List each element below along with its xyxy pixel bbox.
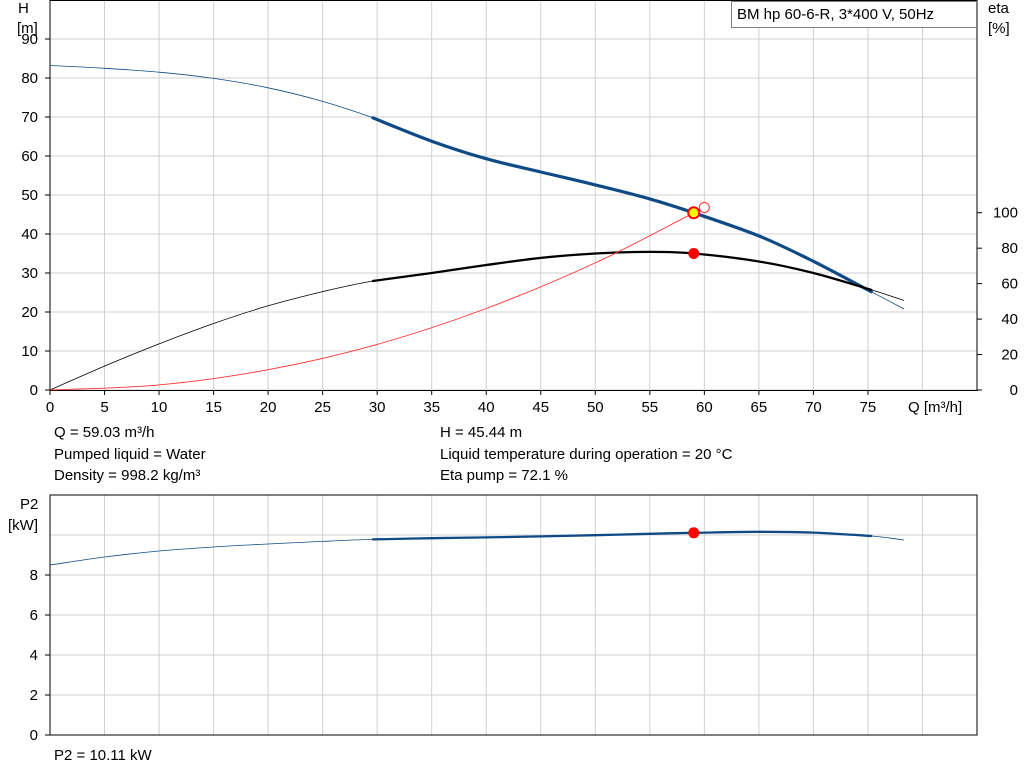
x-tick-label: 60 [696, 399, 713, 416]
qh-grid [49, 0, 978, 391]
model-label: BM hp 60-6-R, 3*400 V, 50Hz [737, 6, 935, 23]
head-curve [49, 65, 905, 310]
x-tick-label: 65 [751, 399, 768, 416]
y2-tick-label: 100 [993, 205, 1018, 222]
x-tick-label: 70 [805, 399, 822, 416]
y2-axis-label-eta-line1: eta [988, 0, 1010, 17]
x-tick-label: 25 [314, 399, 331, 416]
y-tick-label: 90 [21, 31, 38, 48]
x-tick-label: 10 [151, 399, 168, 416]
duty-point-power [688, 527, 700, 539]
x-axis-label: Q [m³/h] [908, 399, 962, 416]
eta-curve-operating-range [371, 250, 873, 291]
y2-tick-label: 0 [1010, 382, 1018, 399]
system-curve [49, 212, 695, 391]
y-tick-label: 6 [30, 607, 38, 624]
info-liquid: Pumped liquid = Water [54, 446, 206, 463]
y-axis-label-h-line2: [m] [17, 20, 38, 37]
duty-point-markers [687, 201, 710, 539]
y-tick-label: 4 [30, 647, 38, 664]
model-label-box: BM hp 60-6-R, 3*400 V, 50Hz [731, 1, 977, 28]
info-head: H = 45.44 m [440, 424, 523, 441]
info-p2: P2 = 10.11 kW [54, 747, 152, 764]
y2-axis-label-eta-line2: [%] [988, 20, 1010, 37]
qh-curves [49, 65, 905, 391]
x-tick-label: 55 [641, 399, 658, 416]
y-tick-label: 60 [21, 148, 38, 165]
y-axis-label-h-line1: H [18, 0, 29, 17]
y-tick-label: 10 [21, 343, 38, 360]
x-tick-label: 35 [423, 399, 440, 416]
x-tick-label: 50 [587, 399, 604, 416]
p2-grid [49, 494, 978, 736]
p2-axis-label-line1: P2 [20, 496, 38, 513]
x-tick-label: 30 [369, 399, 386, 416]
x-tick-label: 20 [260, 399, 277, 416]
y-tick-label: 8 [30, 567, 38, 584]
p2-curves [49, 530, 904, 566]
x-tick-label: 40 [478, 399, 495, 416]
x-tick-label: 45 [532, 399, 549, 416]
open-point [698, 201, 710, 213]
info-eta: Eta pump = 72.1 % [440, 467, 568, 484]
x-tick-label: 0 [46, 399, 54, 416]
p2-axis-label-line2: [kW] [8, 517, 38, 534]
info-density: Density = 998.2 kg/m³ [54, 467, 201, 484]
x-tick-label: 5 [100, 399, 108, 416]
y2-tick-label: 60 [1001, 276, 1018, 293]
y2-tick-label: 20 [1001, 347, 1018, 364]
y-tick-label: 50 [21, 187, 38, 204]
y-tick-label: 2 [30, 687, 38, 704]
head-curve-operating-range [371, 116, 873, 294]
y-tick-label: 40 [21, 226, 38, 243]
y2-tick-label: 40 [1001, 311, 1018, 328]
info-flow: Q = 59.03 m³/h [54, 424, 155, 441]
y-tick-label: 0 [30, 382, 38, 399]
qh-tick-labels: 0 5 10 15 20 25 30 35 40 45 50 55 60 65 70 75 0 10 20 30 40 5… [21, 31, 1018, 416]
duty-point-head [689, 208, 699, 218]
y-tick-label: 30 [21, 265, 38, 282]
y2-tick-label: 80 [1001, 240, 1018, 257]
p2-tick-labels: 0 2 4 6 8 [30, 567, 50, 744]
y-tick-label: 20 [21, 304, 38, 321]
x-tick-label: 15 [205, 399, 222, 416]
power-curve-operating-range [371, 530, 873, 541]
info-temperature: Liquid temperature during operation = 20… [440, 446, 733, 463]
duty-point-eta [688, 248, 700, 259]
x-tick-label: 75 [860, 399, 877, 416]
y-tick-label: 70 [21, 109, 38, 126]
y-tick-label: 80 [21, 70, 38, 87]
y-tick-label: 0 [30, 727, 38, 744]
